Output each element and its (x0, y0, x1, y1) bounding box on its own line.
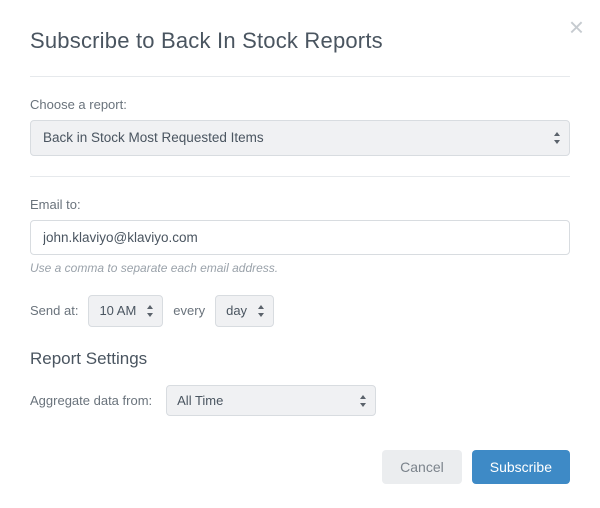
time-select-wrap: 10 AM (88, 295, 163, 327)
email-label: Email to: (30, 197, 570, 212)
every-label: every (173, 303, 205, 318)
report-field: Choose a report: Back in Stock Most Requ… (30, 97, 570, 156)
aggregate-select[interactable]: All Time (166, 385, 376, 417)
divider (30, 76, 570, 77)
report-select[interactable]: Back in Stock Most Requested Items (30, 120, 570, 156)
schedule-row: Send at: 10 AM every day (30, 295, 570, 327)
email-field: Email to: Use a comma to separate each e… (30, 197, 570, 275)
aggregate-label: Aggregate data from: (30, 393, 152, 408)
subscribe-modal: × Subscribe to Back In Stock Reports Cho… (0, 0, 600, 508)
divider (30, 176, 570, 177)
close-icon[interactable]: × (569, 14, 584, 40)
aggregate-select-wrap: All Time (166, 385, 376, 417)
frequency-select[interactable]: day (215, 295, 274, 327)
modal-title: Subscribe to Back In Stock Reports (30, 28, 570, 54)
report-settings-heading: Report Settings (30, 349, 570, 369)
aggregate-row: Aggregate data from: All Time (30, 385, 570, 417)
cancel-button[interactable]: Cancel (382, 450, 462, 484)
email-input[interactable] (30, 220, 570, 255)
email-hint: Use a comma to separate each email addre… (30, 261, 570, 275)
modal-footer: Cancel Subscribe (30, 450, 570, 484)
send-at-label: Send at: (30, 303, 78, 318)
subscribe-button[interactable]: Subscribe (472, 450, 570, 484)
report-label: Choose a report: (30, 97, 570, 112)
time-select[interactable]: 10 AM (88, 295, 163, 327)
report-select-wrap: Back in Stock Most Requested Items (30, 120, 570, 156)
frequency-select-wrap: day (215, 295, 274, 327)
